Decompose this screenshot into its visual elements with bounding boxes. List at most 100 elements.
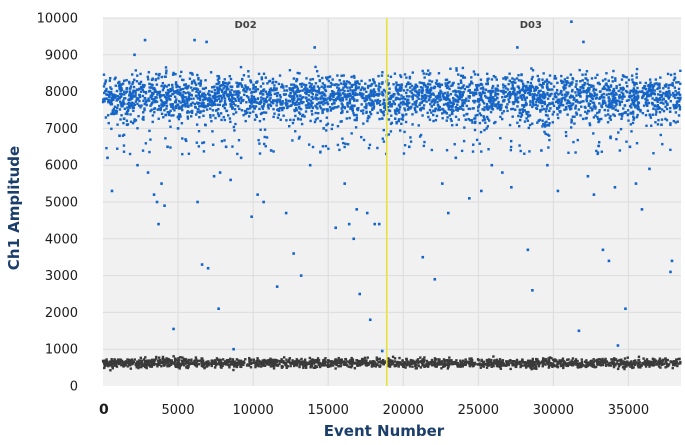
droplet-point [479, 78, 483, 81]
droplet-point [393, 357, 397, 360]
droplet-point [272, 367, 276, 370]
droplet-point [176, 92, 179, 95]
droplet-point [437, 97, 440, 100]
droplet-point [456, 365, 460, 368]
droplet-point [125, 87, 128, 91]
droplet-point [166, 92, 170, 96]
droplet-point [519, 79, 523, 82]
droplet-point [222, 87, 225, 90]
droplet-point [448, 98, 451, 101]
droplet-point [397, 93, 400, 96]
droplet-point [298, 89, 302, 93]
droplet-point [258, 107, 261, 111]
droplet-point [288, 361, 292, 365]
droplet-point [652, 84, 656, 88]
droplet-point [326, 101, 329, 104]
droplet-point [604, 83, 607, 87]
droplet-point [460, 81, 463, 84]
droplet-point [295, 103, 299, 106]
droplet-point [239, 362, 243, 366]
droplet-point [465, 85, 468, 88]
droplet-point [451, 362, 455, 366]
droplet-point [181, 96, 184, 99]
droplet-point [291, 362, 294, 365]
droplet-point [123, 361, 127, 364]
droplet-point [491, 96, 494, 100]
droplet-point [598, 117, 601, 121]
droplet-point [199, 84, 202, 87]
droplet-point [627, 78, 631, 82]
droplet-point [326, 85, 330, 88]
droplet-point [606, 363, 609, 366]
droplet-point [177, 357, 180, 360]
droplet-point [481, 108, 484, 111]
droplet-point [189, 93, 192, 97]
droplet-point [465, 97, 468, 100]
droplet-point [278, 359, 282, 363]
droplet-point [183, 364, 186, 367]
droplet-point [442, 108, 445, 111]
droplet-point [395, 83, 398, 87]
droplet-point [596, 111, 599, 115]
droplet-point [395, 89, 399, 92]
droplet-point [233, 360, 237, 364]
droplet-point [585, 77, 588, 80]
droplet-point [240, 78, 244, 81]
droplet-point [520, 113, 524, 117]
droplet-point [521, 110, 525, 114]
droplet-point [625, 99, 629, 102]
droplet-point [331, 103, 334, 106]
droplet-point [136, 360, 139, 363]
droplet-point [427, 115, 430, 119]
droplet-point [165, 91, 168, 95]
droplet-point [310, 359, 313, 362]
droplet-point [638, 90, 641, 93]
droplet-point [490, 78, 494, 81]
droplet-point [186, 115, 189, 118]
droplet-point [543, 95, 547, 98]
droplet-point [115, 99, 118, 102]
droplet-point [649, 362, 653, 365]
droplet-point [155, 83, 159, 86]
droplet-point [517, 85, 520, 88]
droplet-point [579, 365, 582, 368]
droplet-point [532, 360, 535, 364]
droplet-point [413, 361, 416, 365]
droplet-point [245, 86, 248, 89]
droplet-point [489, 95, 492, 98]
droplet-point [446, 95, 449, 99]
droplet-point [509, 93, 512, 97]
droplet-point [236, 92, 240, 95]
droplet-point [266, 93, 269, 96]
droplet-point [447, 85, 450, 88]
droplet-point [282, 356, 286, 359]
droplet-point [592, 364, 596, 367]
droplet-point [496, 93, 499, 96]
droplet-point [353, 89, 356, 92]
droplet-point [497, 105, 500, 108]
droplet-point [490, 105, 493, 108]
droplet-point [280, 366, 284, 369]
droplet-point [631, 89, 634, 92]
droplet-point [339, 82, 343, 85]
droplet-point [191, 89, 194, 92]
droplet-point [551, 362, 555, 366]
droplet-point [227, 358, 231, 362]
droplet-point [305, 366, 308, 369]
droplet-point [566, 358, 569, 362]
droplet-point [368, 110, 372, 114]
droplet-point [534, 103, 538, 106]
droplet-point [569, 363, 572, 366]
droplet-point [266, 105, 270, 108]
droplet-point [178, 367, 181, 370]
droplet-point [331, 364, 335, 367]
droplet-point [538, 100, 541, 104]
droplet-point [298, 72, 301, 75]
droplet-point [406, 98, 410, 102]
droplet-point [649, 94, 653, 97]
droplet-point [525, 117, 528, 120]
droplet-point [167, 90, 171, 93]
droplet-point [230, 88, 233, 92]
droplet-point [132, 106, 136, 109]
droplet-point [647, 101, 651, 105]
